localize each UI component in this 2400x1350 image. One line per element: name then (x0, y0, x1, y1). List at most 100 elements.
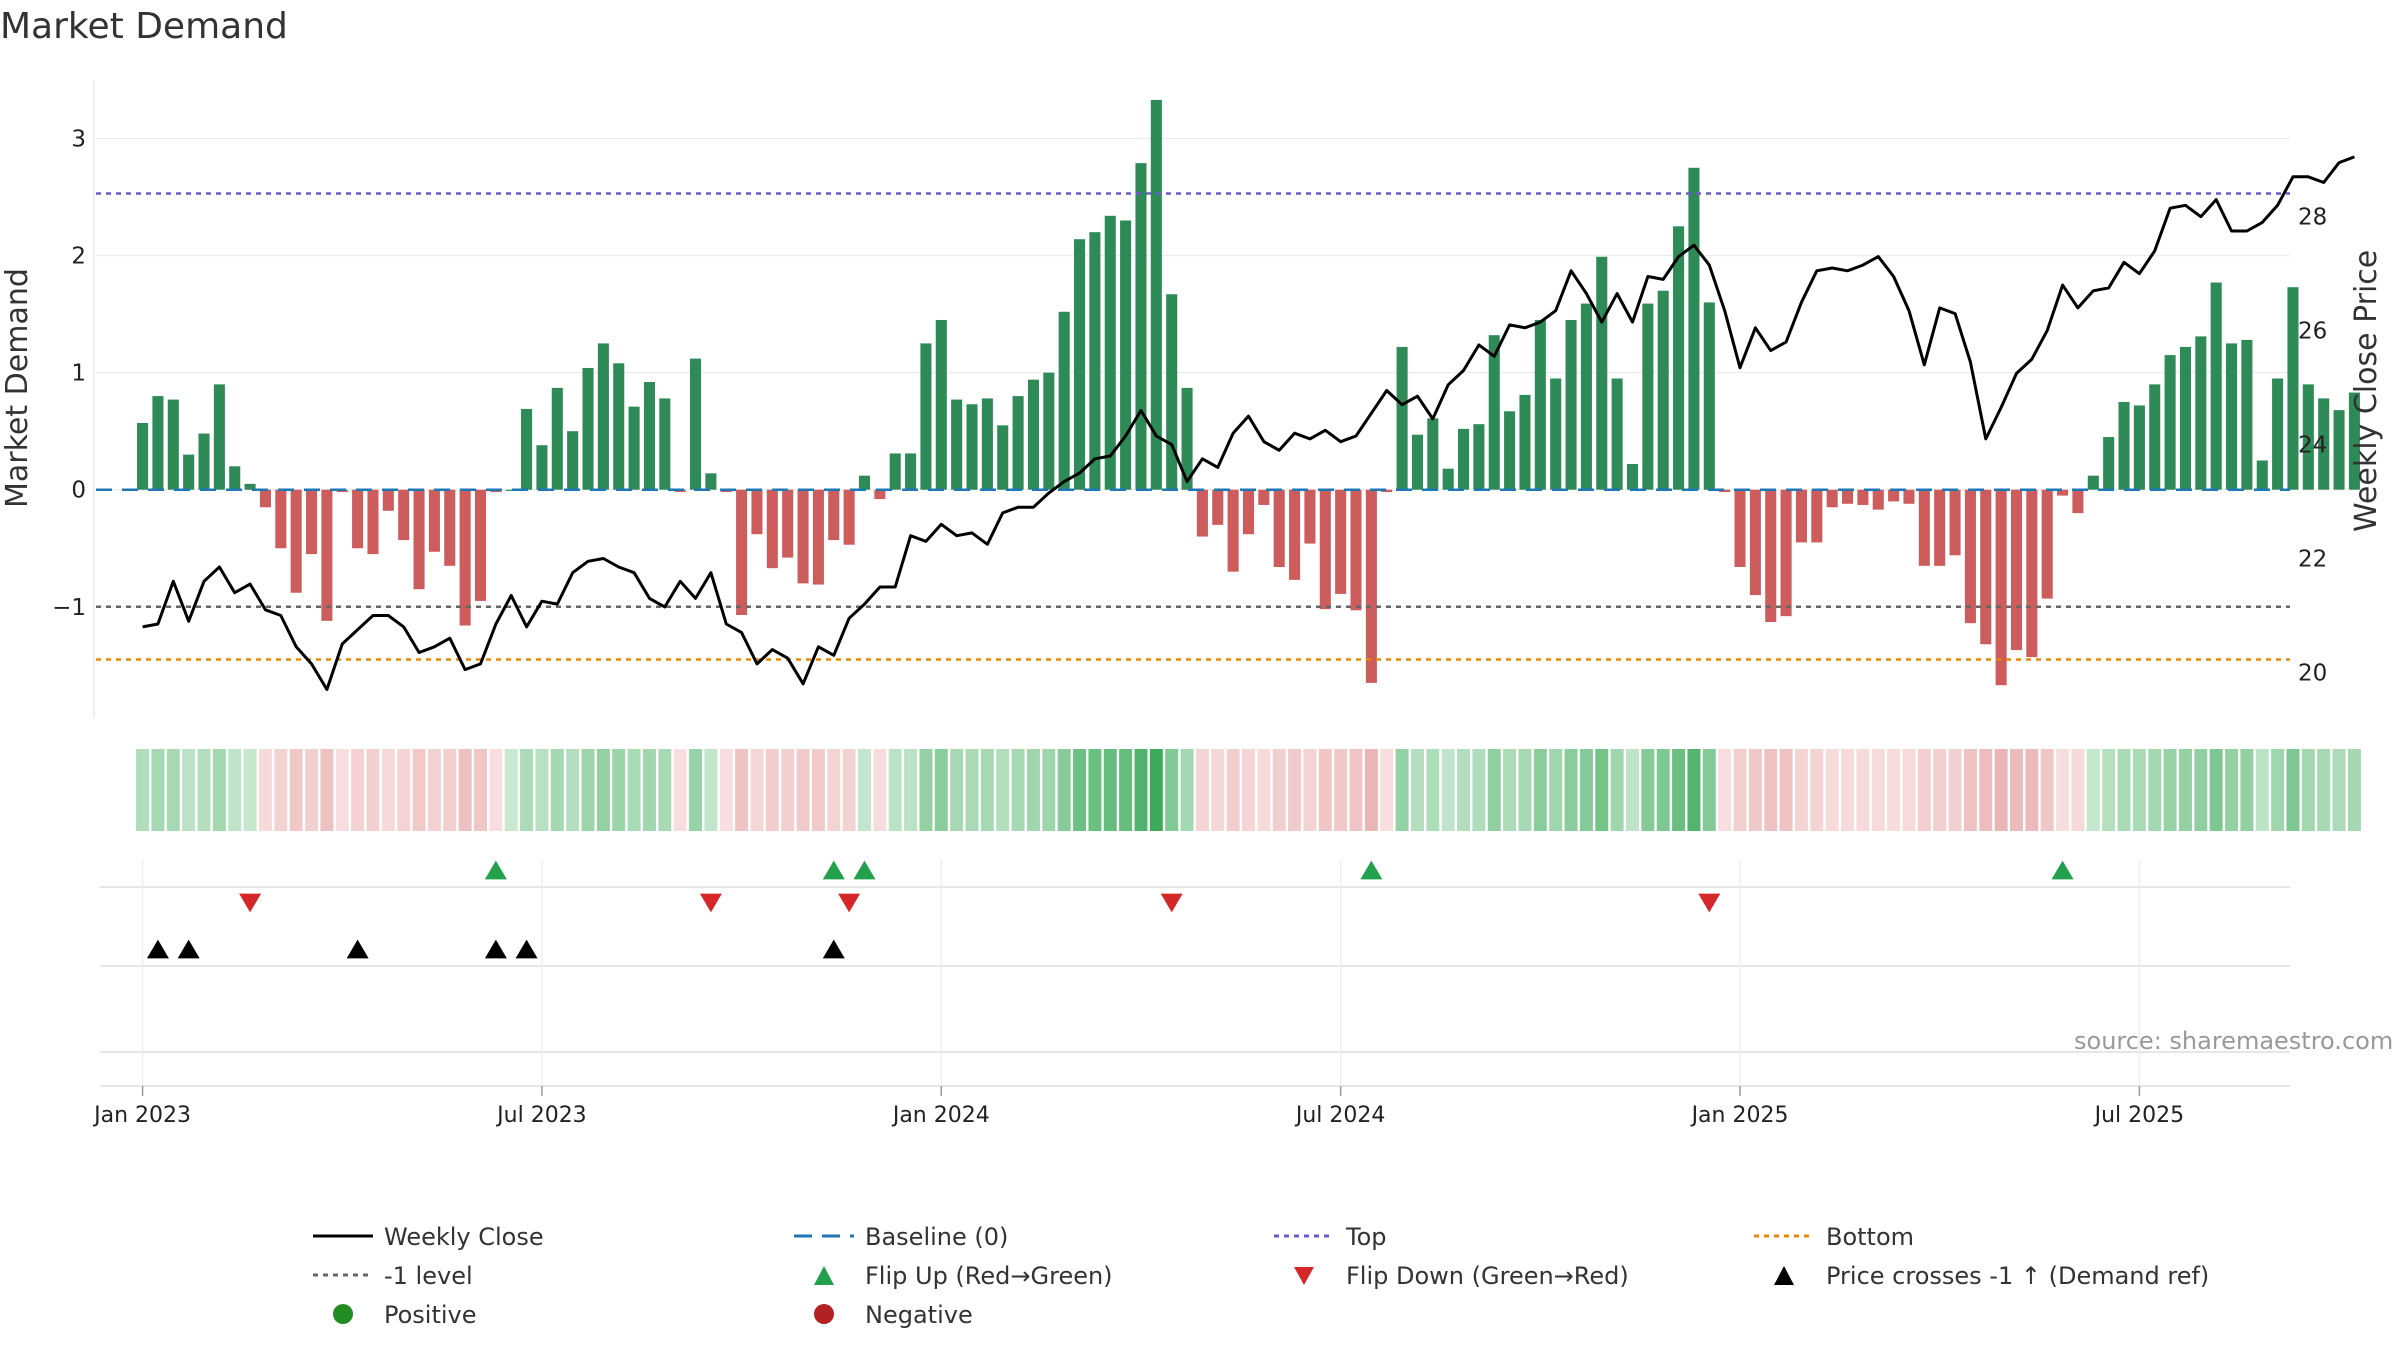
demand-bar-81 (1381, 489, 1393, 493)
heat-cell-9 (274, 749, 288, 831)
demand-bar-105 (1749, 489, 1761, 596)
heat-cell-68 (1180, 749, 1194, 831)
demand-bar-129 (2118, 401, 2130, 490)
price-cross-marker-3 (484, 939, 507, 959)
legend-item-minus-one: -1 level (313, 1262, 473, 1290)
flip-down-marker-2 (838, 893, 861, 913)
date-tick-label: Jul 2023 (495, 1103, 587, 1128)
demand-bar-90 (1519, 394, 1531, 490)
demand-bar-88 (1488, 335, 1500, 490)
demand-bar-61 (1074, 239, 1086, 490)
demand-bar-69 (1196, 489, 1208, 537)
demand-bar-9 (275, 489, 287, 549)
heat-cell-138 (2255, 749, 2269, 831)
price-cross-marker-0 (146, 939, 169, 959)
demand-bar-83 (1411, 434, 1423, 490)
demand-bar-12 (321, 489, 333, 621)
heat-cell-28 (566, 749, 580, 831)
heat-cell-41 (765, 749, 779, 831)
heat-cell-35 (673, 749, 687, 831)
heat-cell-87 (1472, 749, 1486, 831)
demand-bar-80 (1365, 489, 1377, 683)
heat-cell-12 (320, 749, 334, 831)
demand-bar-43 (797, 489, 809, 584)
legend-flip-down-icon (1294, 1267, 1314, 1285)
heat-cell-4 (197, 749, 211, 831)
demand-bar-79 (1350, 489, 1362, 611)
heat-cell-144 (2347, 749, 2361, 831)
demand-bar-133 (2179, 346, 2191, 490)
demand-bar-33 (643, 382, 655, 490)
demand-bar-112 (1857, 489, 1869, 505)
demand-bar-50 (905, 453, 917, 490)
heat-cell-80 (1364, 749, 1378, 831)
demand-bar-7 (244, 483, 256, 490)
date-axis: Jan 2023 Jul 2023 Jan 2024 Jul 2024 Jan 2025… (92, 1086, 2184, 1128)
heat-cell-7 (243, 749, 257, 831)
heat-cell-22 (474, 749, 487, 831)
heat-cell-5 (212, 749, 226, 831)
heat-cell-125 (2056, 749, 2070, 831)
legend-label-positive: Positive (384, 1301, 477, 1329)
demand-bar-115 (1903, 489, 1915, 504)
demand-bar-125 (2057, 489, 2069, 496)
heat-cell-45 (827, 749, 841, 831)
demand-bar-72 (1242, 489, 1255, 535)
demand-bar-71 (1227, 489, 1239, 572)
heat-cell-114 (1887, 749, 1901, 831)
demand-bar-52 (935, 319, 947, 490)
legend-label-top: Top (1345, 1223, 1387, 1251)
heat-cell-143 (2332, 749, 2346, 831)
demand-bar-98 (1642, 303, 1654, 490)
heat-cell-40 (750, 749, 764, 831)
heat-cell-110 (1825, 749, 1839, 831)
heat-cell-105 (1748, 749, 1762, 831)
legend-price-cross-icon (1774, 1266, 1794, 1285)
demand-bar-24 (505, 489, 517, 491)
date-tick-label: Jul 2024 (1294, 1103, 1386, 1128)
demand-bar-102 (1703, 302, 1715, 490)
demand-bar-27 (551, 387, 563, 490)
demand-bar-119 (1964, 489, 1976, 624)
heat-cell-141 (2301, 749, 2315, 831)
heat-cell-72 (1242, 749, 1255, 831)
heat-cell-120 (1979, 749, 1993, 831)
demand-bar-31 (613, 363, 625, 490)
right-axis-ticks: 20 22 24 26 28 (2298, 205, 2327, 687)
date-tick-label: Jan 2025 (1690, 1103, 1789, 1128)
demand-bar-46 (843, 489, 855, 545)
heat-cell-98 (1641, 749, 1655, 831)
demand-bar-120 (1980, 489, 1992, 645)
demand-bar-106 (1765, 489, 1777, 623)
heat-cell-33 (642, 749, 656, 831)
demand-bar-99 (1657, 290, 1669, 490)
right-tick-label: 26 (2298, 319, 2327, 345)
flip-up-marker-0 (484, 860, 507, 880)
demand-bar-30 (597, 343, 609, 490)
demand-bar-16 (382, 489, 394, 511)
demand-bar-8 (259, 489, 271, 508)
flip-down-marker-0 (239, 893, 262, 913)
heat-cell-78 (1334, 749, 1348, 831)
demand-bar-110 (1826, 489, 1838, 508)
demand-bar-49 (889, 453, 901, 490)
demand-bar-107 (1780, 489, 1792, 617)
heat-cell-126 (2071, 749, 2085, 831)
demand-bar-130 (2133, 405, 2145, 490)
heat-cell-91 (1533, 749, 1547, 831)
heat-cell-135 (2209, 749, 2223, 831)
heat-cell-18 (412, 749, 426, 831)
legend-flip-up-icon (814, 1266, 834, 1285)
heat-cell-122 (2010, 749, 2023, 831)
legend-label-bottom: Bottom (1826, 1223, 1914, 1251)
heat-cell-23 (489, 749, 503, 831)
heat-cell-90 (1518, 749, 1532, 831)
legend-label-flip-up: Flip Up (Red→Green) (865, 1262, 1113, 1290)
demand-bar-86 (1458, 428, 1470, 490)
heat-cell-130 (2132, 749, 2146, 831)
left-tick-label: 3 (71, 127, 86, 153)
demand-heat-strip (136, 749, 2361, 831)
demand-bar-128 (2103, 437, 2115, 490)
demand-bar-135 (2210, 282, 2222, 490)
